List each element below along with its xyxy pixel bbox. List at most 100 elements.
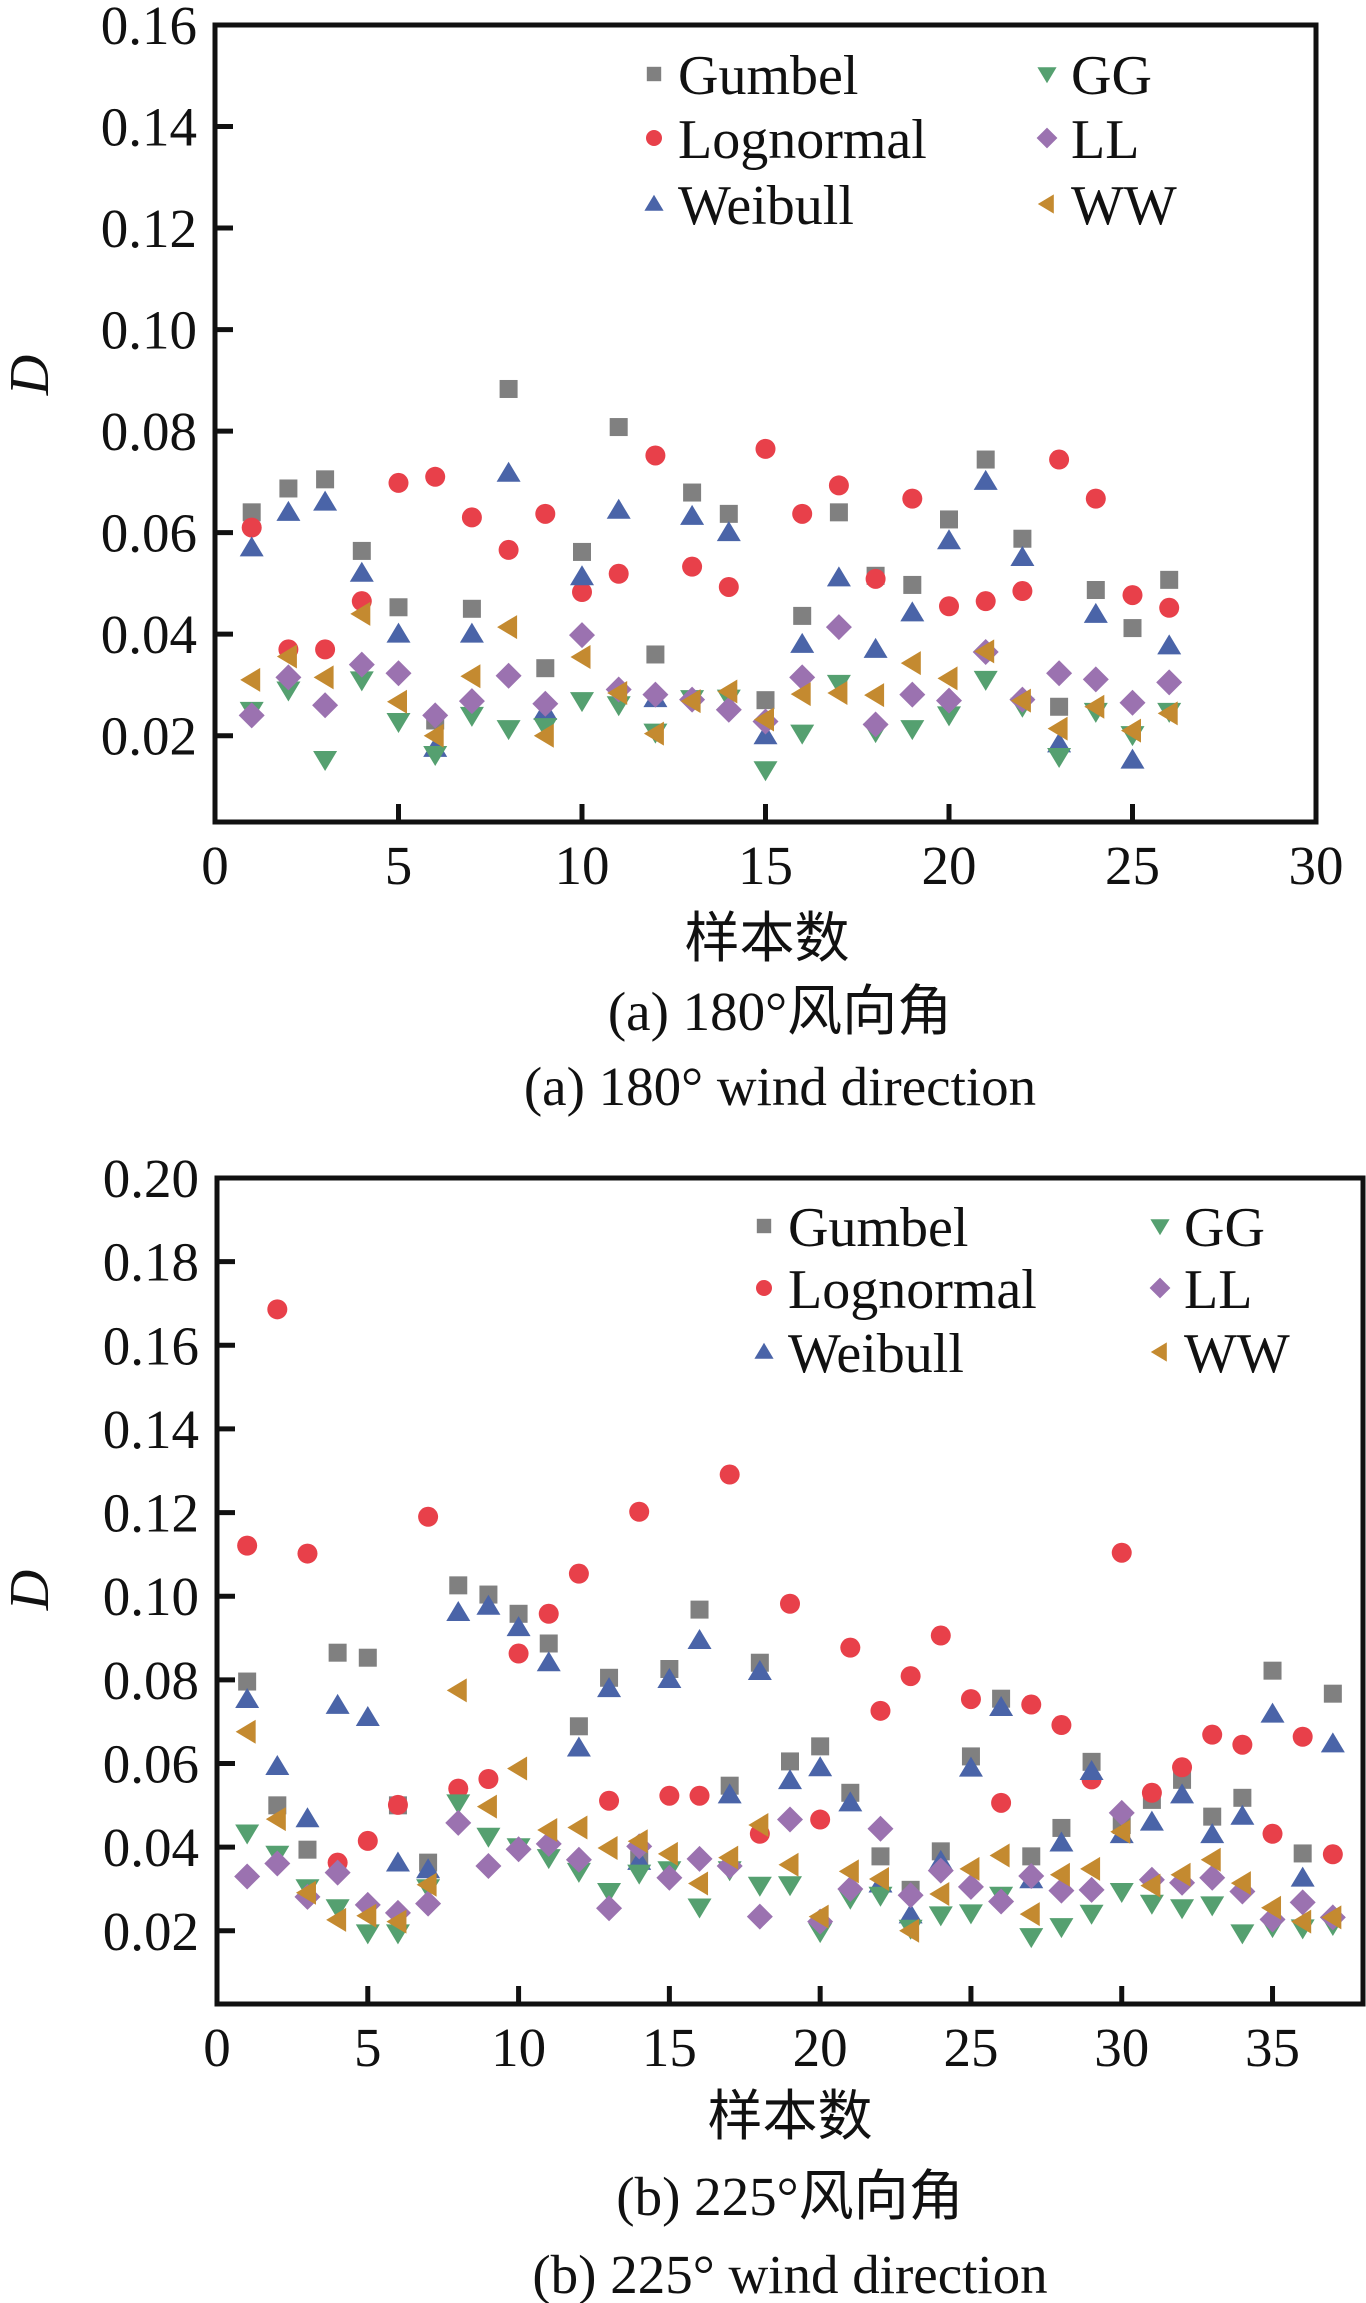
point-ww [754, 707, 774, 732]
point-gumbel [756, 691, 775, 710]
point-gg [566, 1862, 591, 1883]
point-lognormal [241, 517, 262, 538]
y-tick-label: 0.20 [103, 1148, 199, 1209]
point-gumbel [683, 483, 702, 502]
point-weibull [276, 500, 301, 521]
y-tick-label: 0.16 [101, 0, 197, 56]
point-ww [627, 1829, 648, 1854]
x-tick-label: 10 [555, 835, 610, 896]
point-gumbel [1050, 697, 1069, 716]
point-gumbel [690, 1600, 709, 1619]
point-lognormal [538, 1603, 559, 1624]
point-weibull [680, 504, 705, 525]
point-ll [569, 622, 595, 649]
point-lognormal [315, 639, 336, 660]
point-weibull [1120, 748, 1145, 769]
point-lognormal [939, 596, 959, 617]
point-ll [899, 681, 926, 708]
legend-item-weibull: Weibull [754, 1323, 964, 1385]
point-weibull [1200, 1823, 1225, 1844]
point-gumbel [940, 510, 958, 529]
point-gg [753, 761, 778, 782]
y-tick-label: 0.08 [101, 401, 197, 462]
point-lognormal [689, 1785, 710, 1806]
point-weibull [863, 637, 888, 658]
point-ww [607, 681, 628, 706]
point-weibull [1079, 1759, 1104, 1780]
data-points [234, 1299, 1346, 1949]
point-gumbel [1323, 1684, 1342, 1703]
legend-item-gg: GG [1150, 1197, 1265, 1259]
y-tick-label: 0.04 [101, 604, 197, 665]
point-lognormal [902, 488, 923, 509]
point-ll [505, 1836, 532, 1863]
x-tick-label: 10 [491, 2017, 546, 2078]
point-ww [326, 1907, 347, 1932]
series-weibull [239, 461, 1182, 769]
point-gumbel [1052, 1818, 1071, 1837]
point-weibull [657, 1667, 682, 1688]
point-gg [1230, 1924, 1255, 1945]
point-gg [778, 1876, 802, 1897]
point-gg [937, 706, 961, 727]
caption-cn-b: (b) 225°风向角 [616, 2166, 963, 2227]
legend-item-ll: LL [1149, 1259, 1252, 1321]
point-gg [536, 1849, 561, 1870]
point-weibull [1230, 1804, 1255, 1825]
point-ww [748, 1812, 769, 1837]
point-weibull [313, 490, 338, 511]
point-weibull [1049, 1831, 1074, 1852]
point-gg [928, 1906, 953, 1927]
point-weibull [826, 566, 851, 587]
point-weibull [416, 1858, 441, 1879]
point-ww [1230, 1871, 1251, 1896]
point-ll [746, 1903, 773, 1930]
point-ww [570, 645, 591, 670]
point-ww [989, 1843, 1010, 1868]
legend-marker-gumbel [646, 66, 662, 82]
point-lognormal [865, 568, 886, 589]
point-lognormal [828, 475, 849, 496]
legend-marker-gg [1150, 1219, 1170, 1236]
point-lognormal [975, 591, 996, 612]
point-lognormal [535, 503, 556, 524]
point-ww [1049, 1862, 1070, 1887]
point-weibull [717, 1783, 742, 1804]
point-gg [313, 751, 338, 772]
point-gumbel [1233, 1788, 1252, 1807]
point-gg [597, 1882, 622, 1903]
series-lognormal [241, 438, 1180, 660]
x-tick-label: 35 [1245, 2017, 1300, 2078]
point-ww [688, 1871, 709, 1896]
point-weibull [355, 1706, 380, 1727]
x-tick-label: 0 [201, 835, 229, 896]
point-gg [349, 671, 374, 692]
point-ww [937, 666, 958, 691]
point-lognormal [755, 438, 776, 459]
y-tick-label: 0.14 [101, 97, 197, 158]
point-gg [1047, 748, 1072, 769]
point-gumbel [1013, 529, 1032, 548]
point-lognormal [608, 563, 629, 584]
point-ll [1108, 1799, 1135, 1826]
point-lognormal [1172, 1757, 1193, 1778]
legend-label: WW [1184, 1323, 1290, 1385]
point-ll [1289, 1889, 1316, 1916]
plot-area-b: 0.02 0.04 0.06 0.08 0.10 0.12 0.14 0.16 0.18 0.20… [103, 1148, 1366, 2078]
legend-marker-gg [1037, 67, 1057, 84]
point-weibull [747, 1660, 772, 1681]
point-ww [778, 1852, 799, 1877]
y-tick-label: 0.18 [103, 1232, 199, 1293]
point-ll [385, 660, 412, 687]
point-lognormal [1111, 1542, 1132, 1563]
point-ww [718, 1845, 739, 1870]
point-gumbel [1022, 1847, 1041, 1866]
point-lognormal [1122, 585, 1143, 606]
point-ww [1157, 701, 1178, 726]
point-ww [1010, 688, 1031, 713]
point-ll [458, 688, 485, 715]
point-gg [868, 1886, 893, 1907]
point-gg [276, 681, 301, 702]
